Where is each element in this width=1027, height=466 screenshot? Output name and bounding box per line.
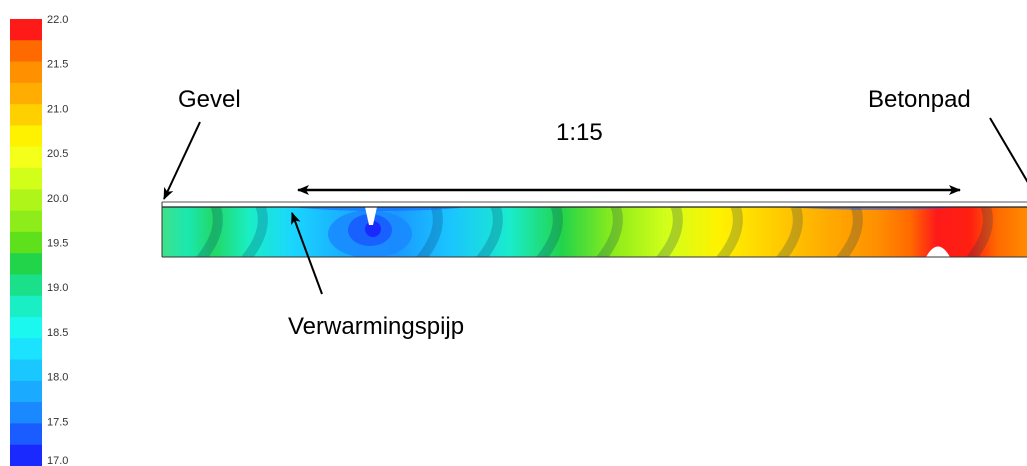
legend-tick-label: 21.5 [47,59,68,71]
legend-swatch [10,210,42,233]
legend-swatch [10,82,42,105]
legend-tick-label: 19.5 [47,238,68,250]
legend-swatch [10,444,42,466]
legend-swatch [10,19,42,41]
betonpad-leader [989,117,1027,183]
legend-tick-label: 19.0 [47,282,68,294]
legend-swatch [10,359,42,382]
legend-swatch [10,146,42,169]
legend-tick-label: 20.5 [47,148,68,160]
legend-swatch [10,274,42,297]
legend-tick-label: 18.5 [47,327,68,339]
label-verwarmingspijp: Verwarmingspijp [288,313,464,340]
legend-swatch [10,253,42,276]
contour-strip [161,201,1027,258]
legend-swatch [10,104,42,127]
annotations: Gevel Betonpad 1:15 Verwarmingspijp [163,86,1027,340]
legend-swatch [10,189,42,212]
legend-swatch [10,40,42,63]
contour-bands [196,207,993,257]
legend-swatch [10,168,42,190]
label-scale: 1:15 [556,119,603,146]
legend-swatch [10,295,42,318]
legend-swatch [10,402,42,425]
legend-tick-label: 17.5 [47,416,68,428]
label-betonpad: Betonpad [868,86,971,113]
legend-swatch [10,380,42,403]
legend-swatch [10,125,42,148]
legend-swatch [10,231,42,254]
verwarmingspijp-arrow [291,212,323,295]
legend-tick-label: 22.0 [47,14,68,26]
label-gevel: Gevel [178,86,241,113]
legend-tick-label: 21.0 [47,103,68,115]
legend-tick-label: 17.0 [47,455,68,466]
legend-swatch [10,317,42,339]
legend-tick-label: 18.0 [47,372,68,384]
gevel-arrow [163,121,201,200]
legend-tick-label: 20.0 [47,193,68,205]
color-legend: 22.0 21.5 21.0 20.5 20.0 19.5 19.0 18.5 18.0 17.5… [10,14,68,466]
legend-swatch [10,61,42,84]
legend-swatch [10,338,42,361]
legend-swatch [10,423,42,446]
